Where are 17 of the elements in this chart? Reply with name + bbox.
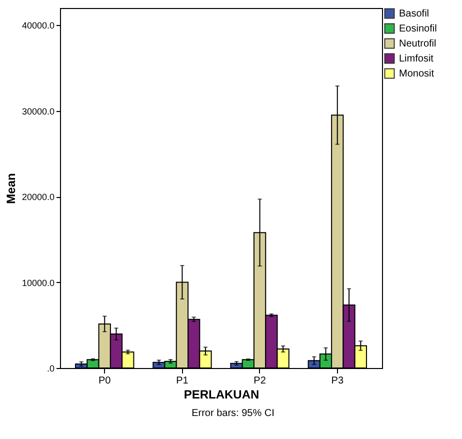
- x-axis-title: PERLAKUAN: [184, 388, 260, 402]
- y-tick-label: 30000.0: [22, 106, 54, 116]
- legend-label: Monosit: [399, 68, 434, 80]
- legend-label: Eosinofil: [399, 24, 437, 34]
- legend-label: Basofil: [399, 8, 430, 20]
- x-tick-label: P3: [331, 376, 344, 386]
- x-tick-label: P2: [254, 376, 266, 386]
- y-tick-label: 10000.0: [22, 278, 54, 288]
- text: Error bars: 95% CI: [190, 408, 276, 419]
- x-tick-label: P1: [176, 376, 189, 386]
- y-tick-label: 20000.0: [22, 192, 54, 202]
- y-tick-label: .0: [46, 364, 54, 374]
- x-tick-label: P0: [98, 376, 112, 386]
- legend-label: Limfosit: [399, 54, 434, 64]
- y-axis-title: Mean: [4, 173, 18, 204]
- y-tick-label: 40000.0: [22, 20, 54, 31]
- legend-label: Neutrofil: [399, 38, 436, 50]
